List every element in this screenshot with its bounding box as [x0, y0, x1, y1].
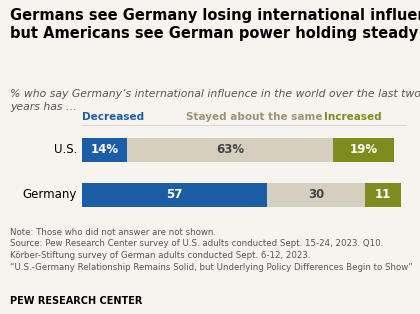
Bar [268, 183, 365, 207]
Text: Decreased: Decreased [82, 112, 144, 122]
Bar [82, 138, 128, 162]
Bar [365, 183, 401, 207]
Text: U.S.: U.S. [54, 143, 77, 156]
Text: PEW RESEARCH CENTER: PEW RESEARCH CENTER [10, 296, 143, 306]
Text: Germans see Germany losing international influence,
but Americans see German pow: Germans see Germany losing international… [10, 8, 420, 41]
Text: 14%: 14% [91, 143, 119, 156]
Text: Germany: Germany [23, 188, 77, 202]
Text: 63%: 63% [216, 143, 244, 156]
Bar [128, 138, 333, 162]
Text: 30: 30 [308, 188, 324, 202]
Text: 11: 11 [375, 188, 391, 202]
Text: 19%: 19% [349, 143, 378, 156]
Text: % who say Germany’s international influence in the world over the last two
years: % who say Germany’s international influe… [10, 89, 420, 112]
Text: Note: Those who did not answer are not shown.
Source: Pew Research Center survey: Note: Those who did not answer are not s… [10, 228, 413, 272]
Text: Stayed about the same: Stayed about the same [186, 112, 323, 122]
Bar [333, 138, 394, 162]
Text: Increased: Increased [324, 112, 382, 122]
Text: 57: 57 [166, 188, 183, 202]
Bar [82, 183, 268, 207]
